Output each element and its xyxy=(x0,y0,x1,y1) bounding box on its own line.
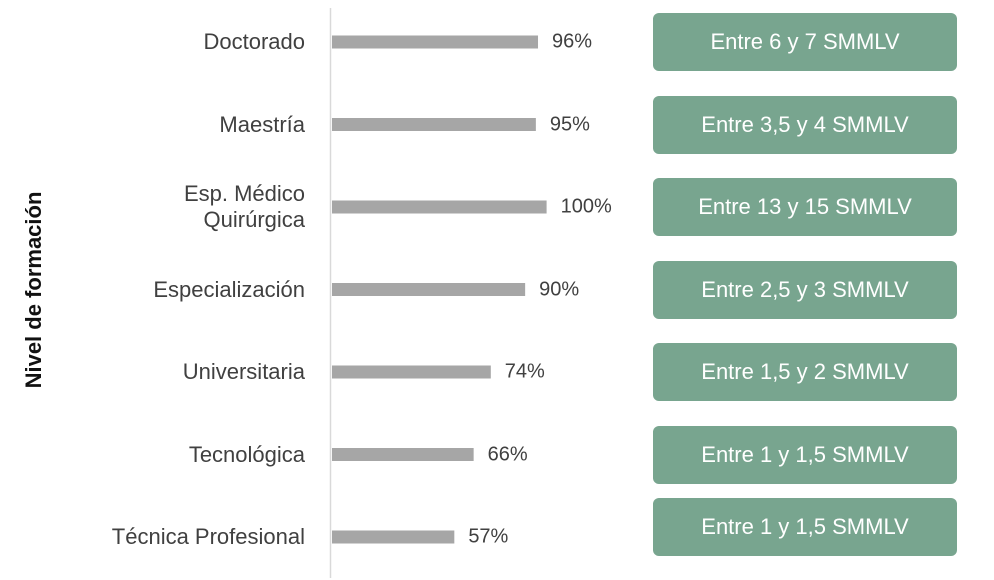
value-label: 66% xyxy=(487,443,528,465)
annotation-box: Entre 1 y 1,5 SMMLV xyxy=(653,498,957,556)
annotation-box: Entre 1,5 y 2 SMMLV xyxy=(653,343,957,401)
value-label: 57% xyxy=(468,525,509,548)
category-label: Especialización xyxy=(153,276,305,302)
annotation-box: Entre 1 y 1,5 SMMLV xyxy=(653,425,957,484)
value-label: 90% xyxy=(539,278,580,300)
annotation-box: Entre 2,5 y 3 SMMLV xyxy=(653,260,957,319)
value-label: 74% xyxy=(504,360,545,383)
category-label: Universitaria xyxy=(182,359,305,384)
value-label: 100% xyxy=(560,195,612,218)
bar xyxy=(332,35,539,49)
annotation-box: Entre 13 y 15 SMMLV xyxy=(653,178,957,236)
bar xyxy=(332,283,526,296)
bar xyxy=(332,530,455,544)
category-label: Técnica Profesional xyxy=(111,524,305,549)
bar xyxy=(332,365,491,379)
category-label: Maestría xyxy=(219,111,305,137)
value-label: 95% xyxy=(549,113,590,135)
value-label: 96% xyxy=(552,30,593,53)
bar xyxy=(332,200,547,214)
bar xyxy=(332,118,536,131)
annotation-box: Entre 6 y 7 SMMLV xyxy=(653,13,957,71)
category-label: Tecnológica xyxy=(188,441,305,467)
category-label: Doctorado xyxy=(203,29,305,54)
bar xyxy=(332,448,474,461)
annotation-box: Entre 3,5 y 4 SMMLV xyxy=(653,95,957,154)
category-label: Esp. Médico Quirúrgica xyxy=(183,181,305,232)
